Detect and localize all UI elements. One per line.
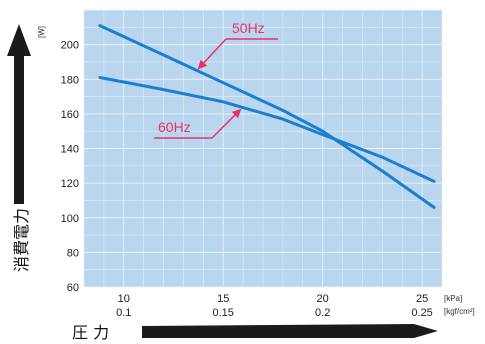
series-labels: 50Hz 60Hz [154, 20, 278, 139]
x-unit-kgf: [kgf/cm²] [444, 307, 475, 316]
y-unit-label: [W] [37, 26, 46, 38]
series-label-60hz: 60Hz [158, 119, 191, 135]
y-axis-arrow [7, 24, 31, 204]
x-tick-label-secondary: 0.1 [116, 307, 131, 319]
series-label-pointer [197, 38, 227, 70]
y-tick-label: 100 [61, 213, 79, 225]
series-line-60hz [98, 76, 436, 183]
y-tick-labels: 60 80 100 120 140 160 180 200 [61, 40, 79, 294]
series-lines [98, 24, 436, 209]
series-label-pointer [211, 108, 242, 139]
y-tick-label: 180 [61, 74, 79, 86]
x-tick-label: 15 [217, 293, 229, 305]
x-tick-label: 20 [317, 293, 329, 305]
y-tick-label: 140 [61, 144, 79, 156]
y-axis-title: 消費電力 [12, 208, 31, 272]
x-tick-labels: 10 0.1 15 0.15 20 0.2 25 0.25 [116, 293, 433, 319]
x-unit-kpa: [kPa] [444, 294, 462, 303]
x-tick-label: 10 [118, 293, 130, 305]
y-tick-label: 200 [61, 40, 79, 52]
y-tick-label: 160 [61, 109, 79, 121]
x-tick-label-secondary: 0.15 [213, 307, 234, 319]
x-tick-label-secondary: 0.25 [411, 307, 432, 319]
series-line-50hz [98, 24, 436, 209]
y-tick-label: 120 [61, 178, 79, 190]
y-tick-label: 80 [67, 247, 79, 259]
x-tick-label: 25 [416, 293, 428, 305]
series-label-50hz: 50Hz [232, 20, 265, 36]
x-axis-title: 圧 力 [72, 323, 109, 342]
y-tick-label: 60 [67, 282, 79, 294]
x-tick-label-secondary: 0.2 [315, 307, 330, 319]
x-axis-arrow [142, 324, 438, 338]
